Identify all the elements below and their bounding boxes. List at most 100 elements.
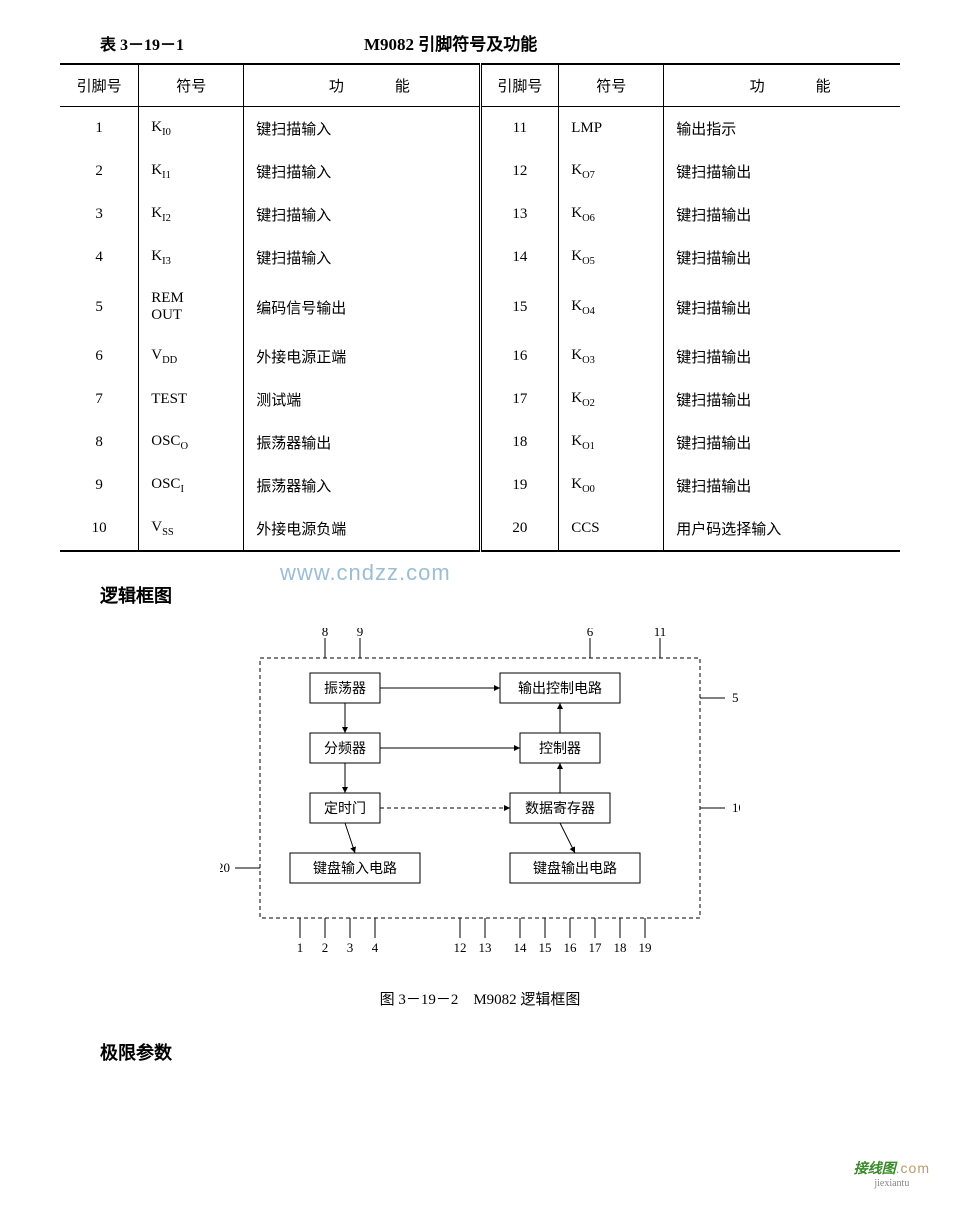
table-cell: 输出指示 [664, 107, 900, 151]
table-row: 4KI3键扫描输入14KO5键扫描输出 [60, 236, 900, 279]
svg-text:16: 16 [564, 940, 578, 955]
table-row: 9OSCI振荡器输入19KO0键扫描输出 [60, 464, 900, 507]
table-cell: 用户码选择输入 [664, 507, 900, 551]
table-cell: 键扫描输出 [664, 378, 900, 421]
svg-text:19: 19 [639, 940, 652, 955]
table-cell: KI0 [139, 107, 244, 151]
th-sym-right: 符号 [559, 64, 664, 107]
table-cell: 2 [60, 150, 139, 193]
svg-text:13: 13 [479, 940, 492, 955]
table-cell: 键扫描输出 [664, 236, 900, 279]
center-watermark: www.cndzz.com [280, 560, 451, 586]
table-cell: 外接电源负端 [244, 507, 480, 551]
table-cell: 键扫描输出 [664, 421, 900, 464]
table-row: 8OSCO振荡器输出18KO1键扫描输出 [60, 421, 900, 464]
table-cell: VDD [139, 335, 244, 378]
table-cell: TEST [139, 378, 244, 421]
table-cell: 键扫描输出 [664, 279, 900, 335]
svg-text:18: 18 [614, 940, 627, 955]
table-cell: 振荡器输入 [244, 464, 480, 507]
th-func-left: 功 能 [244, 64, 480, 107]
table-caption: 表 3－19－1 M9082 引脚符号及功能 [60, 30, 900, 55]
th-sym-left: 符号 [139, 64, 244, 107]
figure-caption: 图 3－19－2 M9082 逻辑框图 [60, 988, 900, 1009]
table-title: M9082 引脚符号及功能 [364, 30, 537, 55]
table-row: 2KI1键扫描输入12KO7键扫描输出 [60, 150, 900, 193]
table-cell: 键扫描输出 [664, 464, 900, 507]
th-func-right: 功 能 [664, 64, 900, 107]
table-cell: 15 [480, 279, 559, 335]
svg-text:3: 3 [347, 940, 354, 955]
table-row: 7TEST测试端17KO2键扫描输出 [60, 378, 900, 421]
table-cell: 18 [480, 421, 559, 464]
table-cell: 振荡器输出 [244, 421, 480, 464]
table-cell: OSCI [139, 464, 244, 507]
table-cell: OSCO [139, 421, 244, 464]
table-cell: 键扫描输入 [244, 107, 480, 151]
table-cell: KI3 [139, 236, 244, 279]
table-cell: 3 [60, 193, 139, 236]
svg-text:2: 2 [322, 940, 329, 955]
table-cell: LMP [559, 107, 664, 151]
table-cell: KO2 [559, 378, 664, 421]
svg-text:控制器: 控制器 [539, 741, 581, 757]
table-cell: REMOUT [139, 279, 244, 335]
svg-text:6: 6 [587, 628, 594, 639]
svg-text:4: 4 [372, 940, 379, 955]
table-cell: 14 [480, 236, 559, 279]
table-cell: KO7 [559, 150, 664, 193]
svg-text:振荡器: 振荡器 [324, 681, 366, 697]
table-cell: 4 [60, 236, 139, 279]
table-cell: 16 [480, 335, 559, 378]
table-cell: 1 [60, 107, 139, 151]
table-cell: 键扫描输入 [244, 236, 480, 279]
table-cell: 编码信号输出 [244, 279, 480, 335]
table-cell: 键扫描输出 [664, 335, 900, 378]
svg-text:输出控制电路: 输出控制电路 [518, 681, 602, 697]
table-cell: 10 [60, 507, 139, 551]
table-cell: 测试端 [244, 378, 480, 421]
table-cell: 13 [480, 193, 559, 236]
table-cell: 7 [60, 378, 139, 421]
table-cell: 19 [480, 464, 559, 507]
svg-text:键盘输出电路: 键盘输出电路 [533, 860, 617, 877]
table-row: 1KI0键扫描输入11LMP输出指示 [60, 107, 900, 151]
svg-text:9: 9 [357, 628, 364, 639]
table-header-row: 引脚号 符号 功 能 引脚号 符号 功 能 [60, 64, 900, 107]
table-cell: 键扫描输入 [244, 193, 480, 236]
svg-text:15: 15 [539, 940, 552, 955]
svg-text:12: 12 [454, 940, 467, 955]
table-cell: KO6 [559, 193, 664, 236]
svg-text:10: 10 [732, 800, 740, 815]
svg-text:数据寄存器: 数据寄存器 [525, 800, 595, 817]
table-cell: 键扫描输入 [244, 150, 480, 193]
logic-block-diagram: 振荡器分频器定时门键盘输入电路输出控制电路控制器数据寄存器键盘输出电路89611… [220, 628, 740, 958]
table-cell: CCS [559, 507, 664, 551]
logic-diagram-heading: 逻辑框图 [100, 582, 900, 608]
table-cell: 17 [480, 378, 559, 421]
table-cell: KO0 [559, 464, 664, 507]
svg-text:20: 20 [220, 860, 230, 875]
svg-text:8: 8 [322, 628, 329, 639]
th-pin-left: 引脚号 [60, 64, 139, 107]
svg-text:5: 5 [732, 690, 739, 705]
table-cell: KO4 [559, 279, 664, 335]
limits-heading: 极限参数 [100, 1039, 900, 1065]
footer-watermark: 接线图.com jiexiantu [854, 1158, 930, 1189]
table-cell: 9 [60, 464, 139, 507]
th-pin-right: 引脚号 [480, 64, 559, 107]
table-cell: 键扫描输出 [664, 150, 900, 193]
table-number: 表 3－19－1 [100, 31, 184, 55]
pin-table: 引脚号 符号 功 能 引脚号 符号 功 能 1KI0键扫描输入11LMP输出指示… [60, 63, 900, 552]
table-cell: 键扫描输出 [664, 193, 900, 236]
table-cell: 20 [480, 507, 559, 551]
svg-text:11: 11 [654, 628, 667, 639]
table-cell: KO1 [559, 421, 664, 464]
svg-text:分频器: 分频器 [324, 741, 366, 757]
svg-text:键盘输入电路: 键盘输入电路 [313, 860, 397, 877]
svg-text:14: 14 [514, 940, 528, 955]
table-row: 5REMOUT编码信号输出15KO4键扫描输出 [60, 279, 900, 335]
table-row: 3KI2键扫描输入13KO6键扫描输出 [60, 193, 900, 236]
table-cell: KO5 [559, 236, 664, 279]
table-cell: 12 [480, 150, 559, 193]
